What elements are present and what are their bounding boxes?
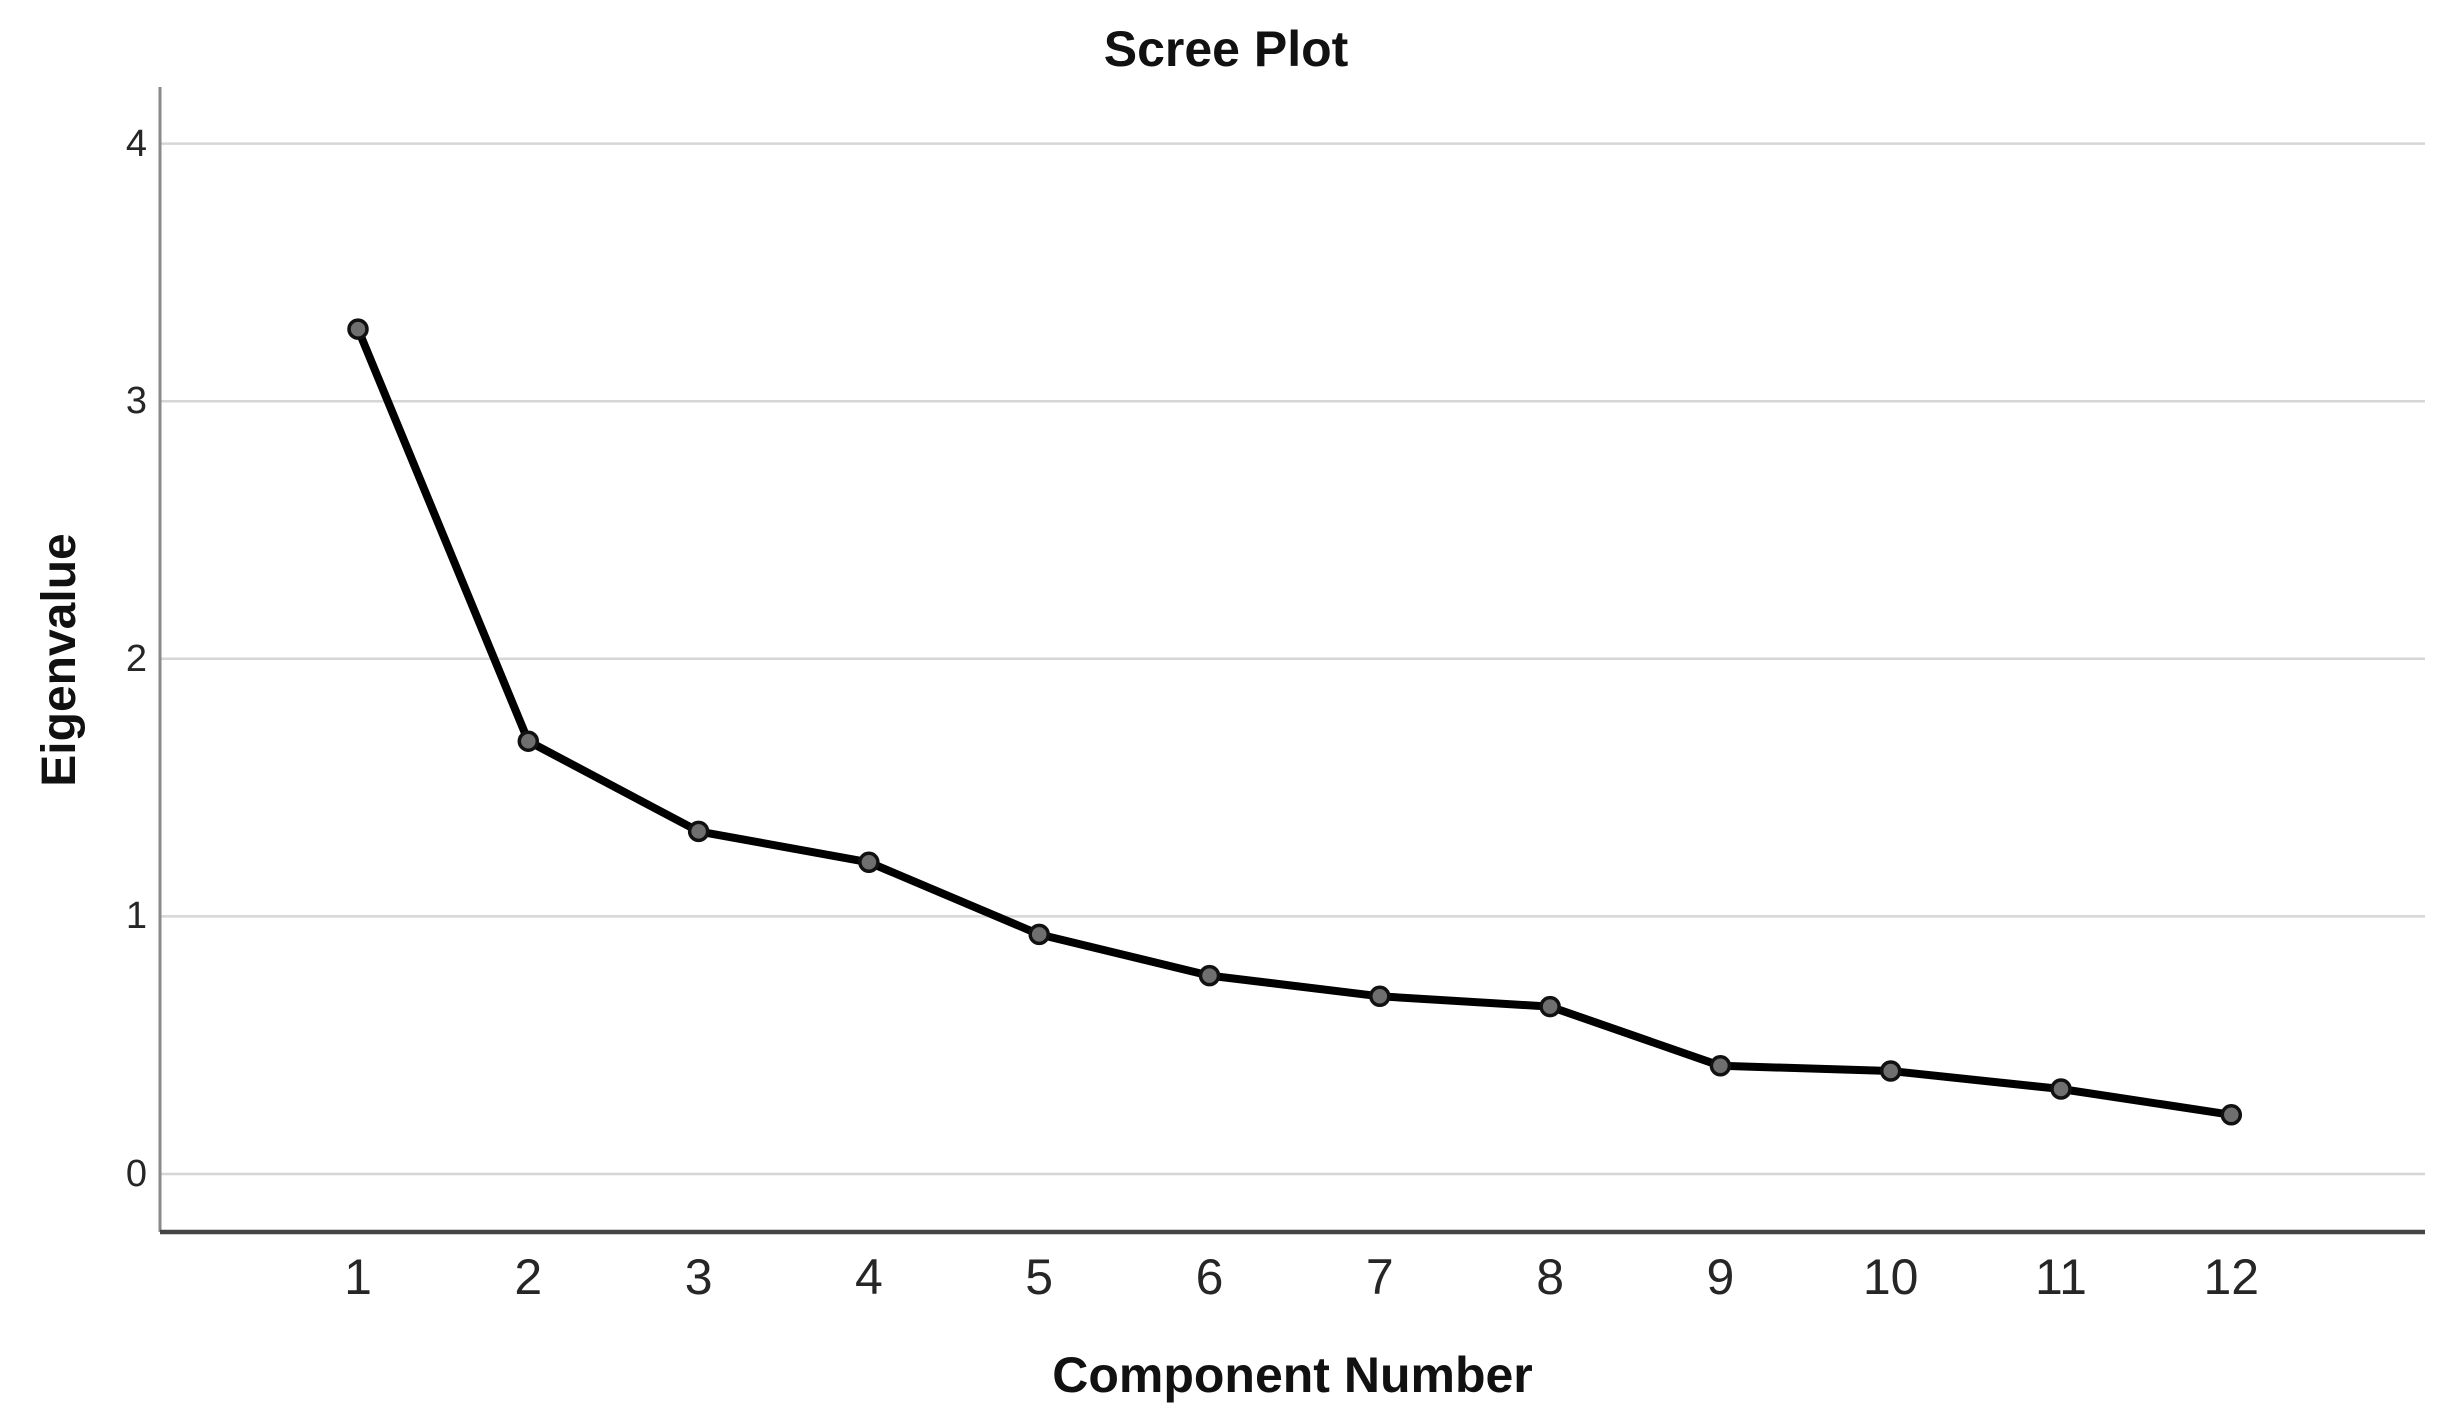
x-tick-label-12: 12 — [2203, 1249, 2260, 1305]
x-tick-label-10: 10 — [1862, 1249, 1919, 1305]
data-point-2 — [517, 730, 540, 752]
y-tick-label-3: 3 — [125, 380, 147, 423]
data-point-4 — [858, 851, 880, 874]
data-point-1 — [347, 318, 369, 340]
x-tick-label-3: 3 — [684, 1249, 713, 1305]
eigenvalue-line — [354, 325, 2236, 1119]
x-tick-label-11: 11 — [2035, 1249, 2087, 1305]
data-point-11 — [2050, 1078, 2072, 1100]
data-point-12 — [2220, 1104, 2243, 1126]
data-point-10 — [1879, 1060, 1902, 1082]
x-tick-label-5: 5 — [1025, 1249, 1054, 1305]
x-axis-label: Component Number — [1052, 1347, 1533, 1403]
x-tick-label-8: 8 — [1536, 1249, 1564, 1305]
x-tick-label-2: 2 — [514, 1249, 543, 1305]
y-tick-label-2: 2 — [125, 637, 147, 680]
data-point-5 — [1028, 923, 1050, 946]
x-tick-label-4: 4 — [854, 1249, 883, 1305]
x-tick-label-9: 9 — [1706, 1249, 1735, 1305]
y-tick-label-1: 1 — [125, 895, 147, 938]
y-tick-label-4: 4 — [125, 122, 147, 165]
x-tick-label-1: 1 — [344, 1249, 372, 1305]
data-point-3 — [687, 820, 710, 843]
chart-title: Scree Plot — [1103, 21, 1349, 77]
y-tick-label-0: 0 — [125, 1153, 147, 1195]
data-point-7 — [1369, 985, 1391, 1008]
data-point-6 — [1198, 964, 1221, 987]
x-tick-label-7: 7 — [1365, 1249, 1394, 1305]
data-point-8 — [1539, 995, 1561, 1018]
x-tick-label-6: 6 — [1195, 1249, 1224, 1305]
data-point-9 — [1709, 1055, 1732, 1077]
